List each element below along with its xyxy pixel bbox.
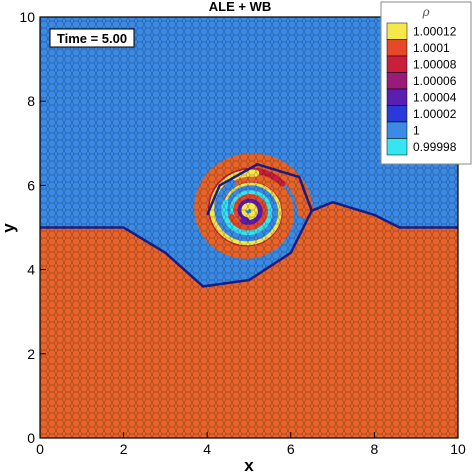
y-tick-label: 4 bbox=[27, 262, 35, 278]
x-axis-label: x bbox=[244, 456, 254, 474]
legend: ρ 1.00012 1.0001 1.00008 1.00006 1.00004 1.00… bbox=[380, 1, 472, 165]
x-tick-label: 8 bbox=[371, 441, 379, 457]
legend-label: 1.0001 bbox=[413, 41, 450, 55]
x-tick-label: 4 bbox=[203, 441, 211, 457]
y-tick-label: 0 bbox=[27, 430, 35, 446]
time-annotation: Time = 5.00 bbox=[49, 28, 135, 48]
legend-swatch bbox=[386, 105, 408, 123]
legend-label: 0.99998 bbox=[413, 140, 457, 154]
chart-title: ALE + WB bbox=[209, 0, 271, 14]
x-axis: 0 2 4 6 8 10 bbox=[36, 432, 466, 457]
legend-label: 1.00008 bbox=[413, 58, 457, 72]
y-axis: 0 2 4 6 8 10 bbox=[19, 9, 46, 446]
legend-label: 1.00002 bbox=[413, 107, 457, 121]
time-label: Time = 5.00 bbox=[57, 31, 127, 46]
legend-swatch bbox=[386, 121, 408, 139]
x-tick-label: 6 bbox=[287, 441, 295, 457]
legend-swatch bbox=[386, 39, 408, 57]
x-tick-label: 2 bbox=[120, 441, 128, 457]
x-tick-label: 0 bbox=[36, 441, 44, 457]
legend-label: 1.00004 bbox=[413, 91, 457, 105]
y-tick-label: 8 bbox=[27, 93, 35, 109]
plot-frame bbox=[39, 16, 459, 439]
legend-label: 1.00012 bbox=[413, 25, 457, 39]
y-tick-label: 6 bbox=[27, 177, 35, 193]
legend-swatch bbox=[386, 88, 408, 106]
y-tick-label: 2 bbox=[27, 346, 35, 362]
legend-label: 1 bbox=[413, 124, 420, 138]
legend-swatch bbox=[386, 55, 408, 73]
legend-swatch bbox=[386, 22, 408, 40]
legend-swatch bbox=[386, 72, 408, 90]
legend-label: 1.00006 bbox=[413, 74, 457, 88]
x-tick-label: 10 bbox=[450, 441, 466, 457]
legend-swatch bbox=[386, 138, 408, 156]
y-axis-label: y bbox=[0, 223, 18, 233]
y-tick-label: 10 bbox=[19, 9, 35, 25]
legend-title: ρ bbox=[421, 5, 429, 19]
